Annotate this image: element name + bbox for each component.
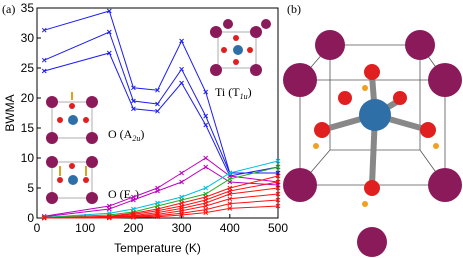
inset-o-eu [46,156,98,204]
annotation-end: ) [140,127,144,141]
point-marker [275,158,281,164]
panel-label: (a) [2,2,15,16]
point-marker [179,179,184,185]
x-tick-label: 400 [220,221,240,235]
annotation-main: O (A [108,127,133,141]
y-tick-label: 25 [21,61,35,75]
point-marker [106,206,112,212]
point-marker [155,188,160,194]
annotation-sub: 1u [240,92,248,101]
point-marker [131,197,136,203]
series-line [44,175,279,219]
point-marker [155,108,160,114]
inset-o-a2u [46,92,98,144]
point-marker [179,212,184,218]
series-line [44,10,278,174]
point-marker [179,38,184,44]
point-marker [275,185,281,191]
annotation: O (A2u) [108,127,144,143]
series-line [44,52,279,177]
series-line [44,160,279,218]
annotation-main: O (E [108,187,131,201]
series-line [44,166,279,218]
point-marker [203,155,209,161]
point-marker [155,87,160,93]
x-tick-label: 500 [268,221,288,235]
point-marker [131,106,136,112]
annotation-sub: u [131,194,135,203]
series-line [44,166,279,218]
point-marker [203,89,209,95]
x-axis-label: Temperature (K) [114,241,201,255]
point-marker [203,185,209,191]
series-line [44,205,279,219]
point-marker [179,170,184,176]
y-tick-label: 15 [21,121,35,135]
point-marker [41,215,47,221]
point-marker [227,196,233,202]
point-marker [41,57,47,63]
point-marker [131,85,136,91]
point-marker [275,179,281,185]
y-tick-label: 30 [21,31,35,45]
point-marker [275,164,281,170]
point-marker [227,201,233,206]
annotation-end: ) [248,85,252,99]
point-marker [275,173,281,179]
y-axis-label: BWMA [3,94,17,131]
x-tick-label: 200 [123,221,143,235]
y-tick-label: 10 [21,151,35,165]
annotation-main: Ti (T [215,85,240,99]
point-marker [227,191,233,197]
point-marker [106,29,112,35]
point-marker [275,197,281,203]
y-tick-label: 35 [21,1,35,15]
panel-label: (b) [287,2,301,16]
point-marker [203,203,209,209]
series-line [44,193,279,219]
point-marker [203,113,209,119]
inset-ti [210,19,271,76]
y-tick-label: 5 [27,181,34,195]
series-line [44,157,279,217]
point-marker [155,214,160,220]
point-marker [179,66,184,72]
series-line [44,31,278,174]
point-marker [155,101,160,107]
y-tick-label: 20 [21,91,35,105]
point-marker [179,80,184,86]
annotation: O (Eu) [108,187,139,203]
point-marker [227,170,233,176]
point-marker [41,68,47,74]
point-marker [275,203,281,209]
point-marker [227,206,233,211]
plot-frame [36,7,279,219]
annotation-end: ) [135,187,139,201]
point-marker [275,191,281,197]
y-tick-label: 0 [27,211,34,225]
x-tick-label: 300 [172,221,192,235]
point-marker [203,122,209,128]
annotation: Ti (T1u) [215,85,252,101]
crystal-structure [283,30,462,257]
point-marker [106,8,112,14]
point-marker [131,215,136,220]
point-marker [203,210,209,215]
point-marker [131,98,136,104]
annotation-sub: 2u [132,134,140,143]
point-marker [227,176,233,182]
x-tick-label: 100 [75,221,95,235]
point-marker [41,27,47,33]
point-marker [106,50,112,56]
point-marker [203,164,209,170]
point-marker [106,215,112,221]
series-line [44,181,279,219]
x-tick-label: 0 [34,221,41,235]
